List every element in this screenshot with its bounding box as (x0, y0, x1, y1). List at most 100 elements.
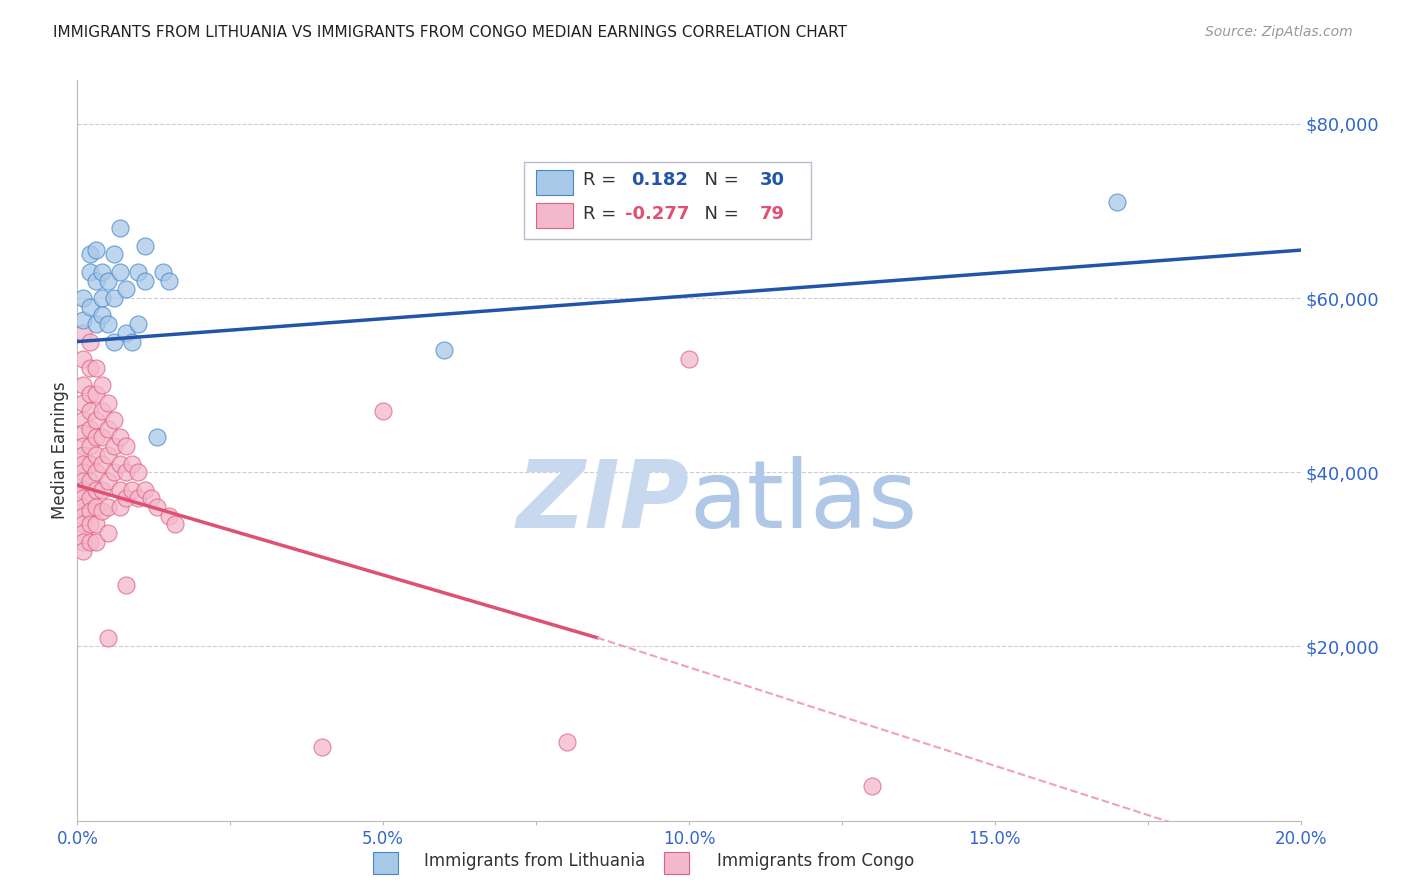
Y-axis label: Median Earnings: Median Earnings (51, 382, 69, 519)
Point (146, 500, 169, 514)
Point (84, 360, 107, 375)
Point (103, 439, 125, 453)
Point (90, 404, 112, 418)
Point (72, 543, 94, 558)
Point (115, 326, 138, 340)
Point (79, 247, 101, 261)
Point (108, 483, 131, 497)
Point (90, 291, 112, 305)
Point (103, 465, 125, 479)
Point (84, 243, 107, 257)
Point (157, 508, 180, 523)
Point (97, 448, 120, 462)
Text: IMMIGRANTS FROM LITHUANIA VS IMMIGRANTS FROM CONGO MEDIAN EARNINGS CORRELATION C: IMMIGRANTS FROM LITHUANIA VS IMMIGRANTS … (53, 25, 848, 40)
Point (134, 239, 156, 253)
Text: Source: ZipAtlas.com: Source: ZipAtlas.com (1205, 25, 1353, 39)
Point (108, 500, 131, 514)
Point (72, 413, 94, 427)
Point (103, 334, 125, 349)
Point (115, 578, 138, 592)
Point (79, 504, 101, 518)
Point (139, 491, 162, 506)
Point (84, 274, 107, 288)
Point (97, 526, 120, 541)
Point (97, 474, 120, 488)
Text: 79: 79 (759, 204, 785, 222)
Point (84, 535, 107, 549)
Point (79, 439, 101, 453)
Point (103, 247, 125, 261)
Point (79, 387, 101, 401)
FancyBboxPatch shape (536, 203, 572, 228)
Point (433, 343, 456, 358)
Point (115, 465, 138, 479)
Point (97, 317, 120, 331)
Point (84, 448, 107, 462)
Text: R =: R = (582, 204, 621, 222)
Text: 30: 30 (759, 171, 785, 189)
Point (90, 457, 112, 471)
Point (103, 291, 125, 305)
Point (134, 274, 156, 288)
Text: R =: R = (582, 171, 621, 189)
Text: atlas: atlas (689, 457, 917, 549)
Point (97, 422, 120, 436)
Point (79, 300, 101, 314)
Point (72, 425, 94, 440)
Point (97, 500, 120, 514)
Point (165, 517, 187, 532)
Text: Immigrants from Lithuania: Immigrants from Lithuania (423, 852, 645, 870)
Point (90, 309, 112, 323)
Point (72, 439, 94, 453)
Point (79, 360, 101, 375)
Point (84, 387, 107, 401)
Point (97, 395, 120, 409)
Point (84, 430, 107, 444)
Point (115, 282, 138, 296)
FancyBboxPatch shape (524, 161, 811, 239)
Point (97, 274, 120, 288)
Point (72, 483, 94, 497)
Point (79, 491, 101, 506)
Point (72, 291, 94, 305)
Point (678, 351, 700, 366)
Point (72, 474, 94, 488)
Text: -0.277: -0.277 (626, 204, 690, 222)
Point (84, 483, 107, 497)
Point (127, 491, 149, 506)
Point (72, 378, 94, 392)
Point (134, 483, 156, 497)
Point (84, 500, 107, 514)
Point (90, 504, 112, 518)
Point (72, 351, 94, 366)
Point (72, 526, 94, 541)
Point (121, 457, 143, 471)
Point (127, 317, 149, 331)
Point (152, 265, 174, 279)
Point (121, 483, 143, 497)
Point (90, 378, 112, 392)
Point (79, 404, 101, 418)
Point (72, 326, 94, 340)
Point (72, 395, 94, 409)
Point (72, 535, 94, 549)
Point (103, 413, 125, 427)
Point (79, 422, 101, 436)
Point (555, 735, 578, 749)
Text: ZIP: ZIP (516, 457, 689, 549)
Point (371, 404, 394, 418)
Point (72, 500, 94, 514)
Point (79, 535, 101, 549)
Point (72, 313, 94, 327)
Text: N =: N = (693, 171, 744, 189)
Point (862, 779, 884, 793)
Point (79, 474, 101, 488)
Point (72, 465, 94, 479)
Point (79, 457, 101, 471)
Text: N =: N = (693, 204, 744, 222)
Point (72, 491, 94, 506)
Point (72, 508, 94, 523)
Point (108, 265, 131, 279)
Text: Immigrants from Congo: Immigrants from Congo (717, 852, 914, 870)
Point (108, 457, 131, 471)
